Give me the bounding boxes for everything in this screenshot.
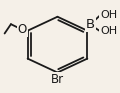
Text: B: B [86, 18, 95, 31]
Text: OH: OH [100, 26, 117, 36]
Text: OH: OH [100, 10, 117, 20]
Text: Br: Br [51, 73, 64, 86]
Text: O: O [18, 23, 27, 36]
